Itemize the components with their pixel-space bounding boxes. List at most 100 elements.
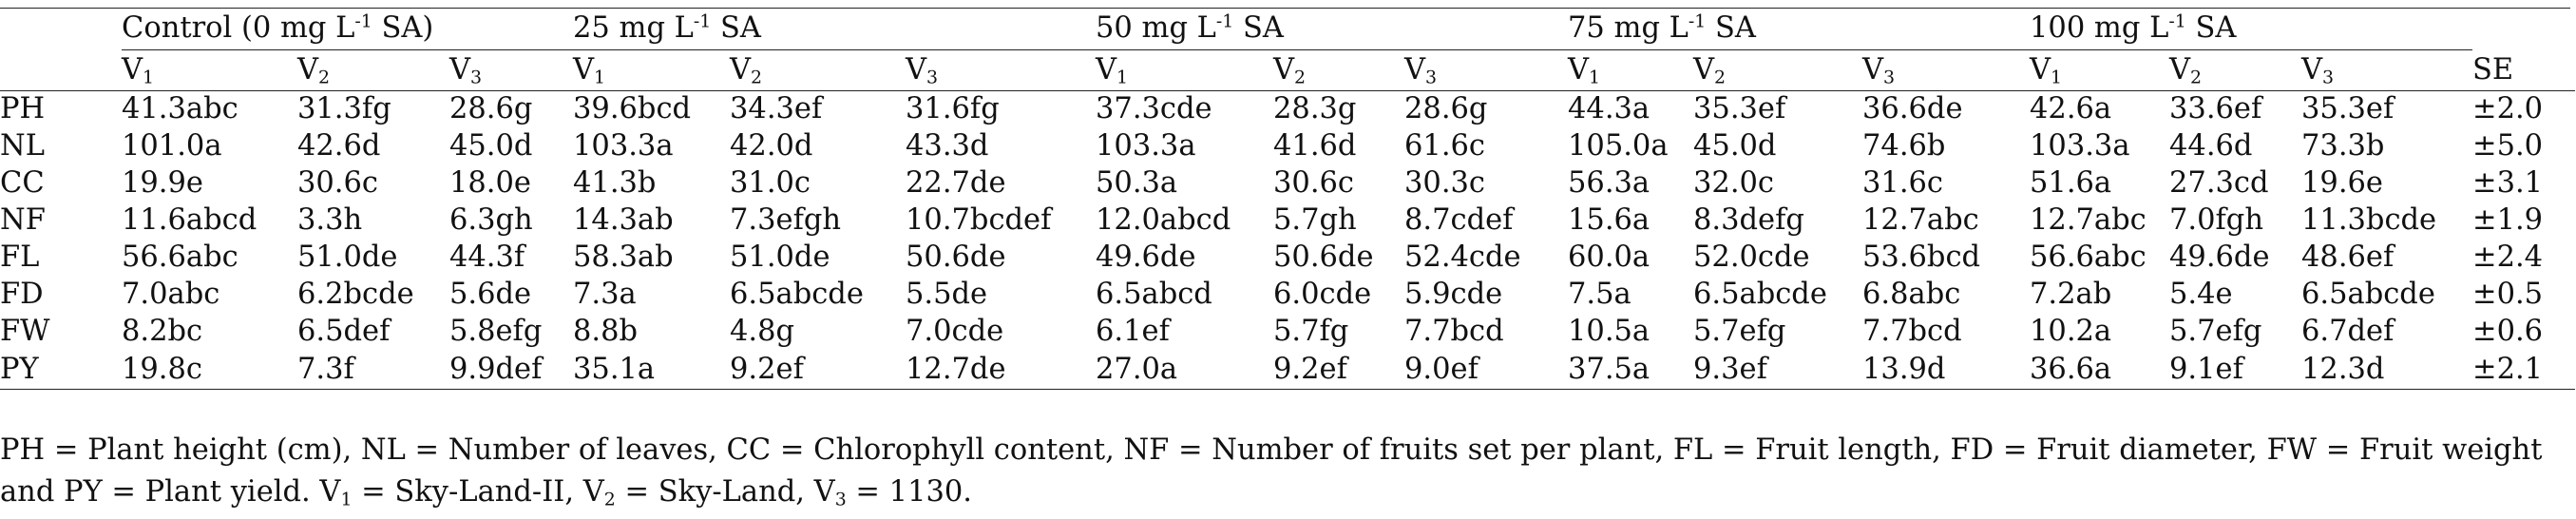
table-cell: 101.0a — [122, 129, 222, 163]
table-cell: 32.0c — [1693, 166, 1775, 201]
table-cell: 7.3a — [573, 278, 637, 312]
variety-header-row: V1 V2 V3 V1 V2 V3 V1 V2 V3 V1 V2 V3 V1 V2 V3 SE — [0, 49, 2576, 91]
table-cell: 41.3abc — [122, 92, 239, 126]
variety-header: V2 — [2169, 49, 2302, 91]
table-cell: 7.2ab — [2030, 278, 2112, 312]
table-cell: 6.5abcde — [2301, 278, 2435, 312]
se-header: SE — [2472, 49, 2576, 91]
table-cell: 45.0d — [449, 129, 533, 163]
table-cell: 7.3f — [297, 351, 449, 390]
table-cell: 3.3h — [297, 203, 363, 238]
table-cell: 39.6bcd — [573, 92, 692, 126]
row-label: NL — [0, 129, 45, 163]
table-cell: 35.3ef — [1693, 92, 1786, 126]
variety-header: V1 — [2030, 49, 2170, 91]
table-cell: 7.5a — [1568, 278, 1631, 312]
table-cell: 61.6c — [1404, 129, 1486, 163]
table-cell: 27.3cd — [2169, 166, 2269, 201]
variety-header: V2 — [1273, 49, 1405, 91]
table-cell: 8.3defg — [1693, 203, 1804, 238]
table-cell: 7.7bcd — [1404, 315, 1504, 349]
se-cell: ±3.1 — [2472, 166, 2544, 201]
variety-header: V1 — [573, 49, 731, 91]
table-cell: 51.0de — [297, 240, 398, 275]
group-header: 25 mg L-1 SA — [573, 8, 1097, 50]
row-label: FL — [0, 240, 40, 275]
corner-cell — [0, 49, 122, 91]
table-cell: 10.2a — [2030, 315, 2112, 349]
variety-header: V3 — [449, 49, 574, 91]
table-cell: 5.7gh — [1273, 203, 1357, 238]
table-cell: 7.0fgh — [2169, 203, 2263, 238]
table-cell: 19.9e — [122, 166, 203, 201]
group-header: Control (0 mg L-1 SA) — [122, 8, 574, 50]
table-cell: 52.4cde — [1404, 240, 1521, 275]
table-cell: 7.0cde — [906, 315, 1004, 349]
table-cell: 50.3a — [1096, 166, 1178, 201]
group-header: 75 mg L-1 SA — [1568, 8, 2031, 50]
table-cell: 5.5de — [906, 278, 988, 312]
table-row: FD 7.0abc 6.2bcde 5.6de 7.3a 6.5abcde 5.5de 6.5… — [0, 277, 2575, 314]
table-cell: 10.7bcdef — [906, 203, 1052, 238]
table-cell: 74.6b — [1862, 129, 1946, 163]
se-cell: ±2.0 — [2472, 92, 2544, 126]
table-cell: 9.1ef — [2169, 351, 2302, 390]
se-cell: ±1.9 — [2472, 203, 2544, 238]
table-cell: 15.6a — [1568, 203, 1651, 238]
table-cell: 42.6a — [2030, 92, 2112, 126]
table-cell: 56.6abc — [2030, 240, 2147, 275]
table-cell: 30.6c — [1273, 166, 1355, 201]
table-cell: 5.4e — [2169, 278, 2233, 312]
table-cell: 103.3a — [2030, 129, 2130, 163]
table-cell: 73.3b — [2301, 129, 2385, 163]
group-header: 50 mg L-1 SA — [1096, 8, 1569, 50]
table-cell: 6.3gh — [449, 203, 533, 238]
variety-header: V1 — [122, 49, 297, 91]
table-cell: 45.0d — [1693, 129, 1777, 163]
table-cell: 5.7efg — [2169, 315, 2262, 349]
table-cell: 5.7efg — [1693, 315, 1786, 349]
table-cell: 56.6abc — [122, 240, 239, 275]
table-cell: 53.6bcd — [1862, 240, 1981, 275]
table-cell: 4.8g — [730, 315, 795, 349]
variety-header: V3 — [1404, 49, 1569, 91]
row-label: CC — [0, 166, 45, 201]
table-cell: 41.6d — [1273, 129, 1357, 163]
table-cell: 56.3a — [1568, 166, 1651, 201]
variety-header: V2 — [1693, 49, 1863, 91]
table-cell: 51.0de — [730, 240, 830, 275]
table-cell: 8.2bc — [122, 315, 203, 349]
table-cell: 22.7de — [906, 166, 1006, 201]
group-header-row: Control (0 mg L-1 SA) 25 mg L-1 SA 50 mg… — [0, 8, 2575, 50]
variety-header: V3 — [906, 49, 1097, 91]
se-header-spacer — [2472, 8, 2575, 50]
row-label: FW — [0, 315, 50, 349]
group-header: 100 mg L-1 SA — [2030, 8, 2473, 50]
row-label: NF — [0, 203, 46, 238]
table-cell: 9.3ef — [1693, 351, 1863, 390]
table-cell: 9.2ef — [730, 351, 906, 390]
table-cell: 19.8c — [122, 351, 297, 390]
table-cell: 28.6g — [449, 92, 533, 126]
table-cell: 13.9d — [1862, 351, 2031, 390]
table-cell: 14.3ab — [573, 203, 674, 238]
se-cell: ±0.5 — [2472, 278, 2544, 312]
table-cell: 51.6a — [2030, 166, 2112, 201]
variety-header: V1 — [1568, 49, 1694, 91]
table-cell: 28.6g — [1404, 92, 1488, 126]
table-cell: 36.6a — [2030, 351, 2170, 390]
table-row: FW 8.2bc 6.5def 5.8efg 8.8b 4.8g 7.0cde 6.1ef 5.… — [0, 314, 2575, 351]
footnote-line: and PY = Plant yield. V1 = Sky-Land-II, … — [0, 475, 972, 510]
table-cell: 35.3ef — [2301, 92, 2395, 126]
table-cell: 31.6fg — [906, 92, 1000, 126]
table-cell: 6.2bcde — [297, 278, 414, 312]
variety-header: V3 — [2301, 49, 2473, 91]
table-cell: 49.6de — [2169, 240, 2270, 275]
table-cell: 6.8abc — [1862, 278, 1961, 312]
se-cell: ±2.4 — [2472, 240, 2544, 275]
table-cell: 60.0a — [1568, 240, 1651, 275]
table-cell: 42.6d — [297, 129, 381, 163]
table-cell: 50.6de — [906, 240, 1006, 275]
table-cell: 18.0e — [449, 166, 531, 201]
